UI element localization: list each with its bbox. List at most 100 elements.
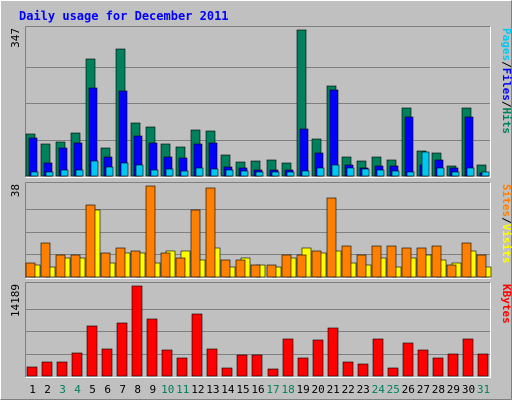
bar-files-day-1 bbox=[28, 137, 38, 177]
x-tick-label-day-20: 20 bbox=[311, 383, 324, 396]
series-legend: Sites/Visits bbox=[500, 184, 512, 264]
bar-kbytes-day-1 bbox=[26, 366, 38, 377]
bar-sites-day-11 bbox=[175, 257, 186, 278]
bar-sites-day-20 bbox=[311, 250, 322, 278]
bar-files-day-30 bbox=[464, 116, 474, 177]
x-tick-label-day-13: 13 bbox=[206, 383, 219, 396]
bar-pages-day-7 bbox=[120, 162, 129, 177]
x-tick-label-day-10: 10 bbox=[161, 383, 174, 396]
bar-kbytes-day-27 bbox=[417, 349, 429, 377]
bar-sites-day-4 bbox=[70, 254, 81, 278]
legend-separator: / bbox=[500, 217, 512, 224]
x-tick-label-day-29: 29 bbox=[447, 383, 460, 396]
legend-pages: Pages bbox=[500, 28, 512, 61]
bar-kbytes-day-18 bbox=[282, 338, 294, 377]
bar-kbytes-day-13 bbox=[206, 348, 218, 377]
x-tick-label-day-22: 22 bbox=[342, 383, 355, 396]
series-legend: Pages/Files/Hits bbox=[500, 28, 512, 134]
legend-visits: Visits bbox=[500, 224, 512, 264]
bar-pages-day-16 bbox=[255, 171, 264, 177]
bar-pages-day-3 bbox=[60, 169, 69, 177]
bar-sites-day-1 bbox=[25, 262, 36, 278]
x-tick-label-day-12: 12 bbox=[191, 383, 204, 396]
bar-kbytes-day-25 bbox=[387, 367, 399, 377]
x-tick-label-day-31: 31 bbox=[477, 383, 490, 396]
bar-pages-day-24 bbox=[376, 169, 385, 177]
x-tick-label-day-16: 16 bbox=[251, 383, 264, 396]
x-tick-label-day-26: 26 bbox=[402, 383, 415, 396]
bar-sites-day-29 bbox=[446, 264, 457, 278]
bar-sites-day-28 bbox=[431, 245, 442, 278]
bar-kbytes-day-9 bbox=[146, 318, 158, 377]
bar-kbytes-day-20 bbox=[312, 339, 324, 377]
bar-sites-day-25 bbox=[386, 245, 397, 278]
x-tick-label-day-9: 9 bbox=[149, 383, 156, 396]
bar-kbytes-day-17 bbox=[267, 368, 279, 377]
legend-kbytes: KBytes bbox=[500, 284, 512, 324]
bar-pages-day-25 bbox=[391, 170, 400, 177]
x-tick-label-day-15: 15 bbox=[236, 383, 249, 396]
legend-separator: / bbox=[500, 61, 512, 68]
x-tick-label-day-25: 25 bbox=[387, 383, 400, 396]
bar-kbytes-day-31 bbox=[477, 353, 489, 377]
bar-kbytes-day-11 bbox=[176, 357, 188, 377]
bar-kbytes-day-29 bbox=[447, 353, 459, 377]
legend-files: Files bbox=[500, 68, 512, 101]
bar-files-day-19 bbox=[299, 128, 309, 177]
bar-sites-day-12 bbox=[190, 209, 201, 278]
bar-pages-day-26 bbox=[406, 171, 415, 177]
bar-sites-day-6 bbox=[100, 252, 111, 278]
x-tick-label-day-6: 6 bbox=[104, 383, 111, 396]
legend-hits: Hits bbox=[500, 108, 512, 135]
bar-kbytes-day-3 bbox=[56, 361, 68, 377]
bar-pages-day-23 bbox=[361, 168, 370, 177]
bar-sites-day-24 bbox=[371, 245, 382, 278]
bar-kbytes-day-19 bbox=[297, 357, 309, 377]
bar-pages-day-20 bbox=[316, 167, 325, 177]
legend-sites: Sites bbox=[500, 184, 512, 217]
bar-sites-day-2 bbox=[40, 242, 51, 278]
x-tick-label-day-19: 19 bbox=[296, 383, 309, 396]
bar-kbytes-day-10 bbox=[161, 349, 173, 377]
bar-pages-day-17 bbox=[271, 171, 280, 177]
bar-pages-day-12 bbox=[195, 167, 204, 177]
bar-sites-day-3 bbox=[55, 254, 66, 278]
bar-pages-day-10 bbox=[165, 168, 174, 177]
bar-pages-day-19 bbox=[301, 170, 310, 177]
bar-kbytes-day-28 bbox=[432, 357, 444, 377]
bar-sites-day-13 bbox=[205, 187, 216, 278]
bar-sites-day-23 bbox=[356, 254, 367, 278]
bar-kbytes-day-2 bbox=[41, 361, 53, 377]
bar-kbytes-day-8 bbox=[131, 285, 143, 377]
bar-pages-day-5 bbox=[90, 160, 99, 177]
bar-pages-day-30 bbox=[466, 167, 475, 177]
panel-1: 347 Pages/Files/Hits bbox=[9, 26, 512, 178]
x-tick-label-day-3: 3 bbox=[59, 383, 66, 396]
bar-sites-day-16 bbox=[250, 264, 261, 278]
series-legend: KBytes bbox=[500, 284, 512, 324]
y-max-label: 347 bbox=[9, 28, 22, 48]
bar-kbytes-day-16 bbox=[251, 354, 263, 377]
x-tick-label-day-27: 27 bbox=[417, 383, 430, 396]
x-tick-label-day-14: 14 bbox=[221, 383, 235, 396]
chart-title: Daily usage for December 2011 bbox=[19, 9, 229, 23]
bar-sites-day-9 bbox=[145, 185, 156, 278]
bar-sites-day-17 bbox=[266, 264, 277, 278]
y-max-label: 14189 bbox=[9, 284, 22, 317]
bar-kbytes-day-5 bbox=[86, 325, 98, 377]
bar-sites-day-8 bbox=[130, 250, 141, 278]
x-tick-label-day-1: 1 bbox=[29, 383, 36, 396]
bar-sites-day-10 bbox=[160, 252, 171, 278]
x-tick-label-day-7: 7 bbox=[119, 383, 126, 396]
bar-pages-day-13 bbox=[210, 168, 219, 177]
bar-kbytes-day-4 bbox=[71, 352, 83, 377]
x-axis-labels: 1 2 3 4 5 6 7 8 9 10 11 12 13 14 15 16 17 18 19 20 21 22 23 24 2… bbox=[29, 383, 490, 396]
x-tick-label-day-28: 28 bbox=[432, 383, 445, 396]
bar-pages-day-21 bbox=[331, 164, 340, 177]
bar-pages-day-27 bbox=[421, 151, 430, 177]
bar-kbytes-day-22 bbox=[342, 361, 354, 377]
bar-sites-day-5 bbox=[85, 204, 96, 278]
panel-3: 14189 KBytes bbox=[9, 282, 512, 378]
